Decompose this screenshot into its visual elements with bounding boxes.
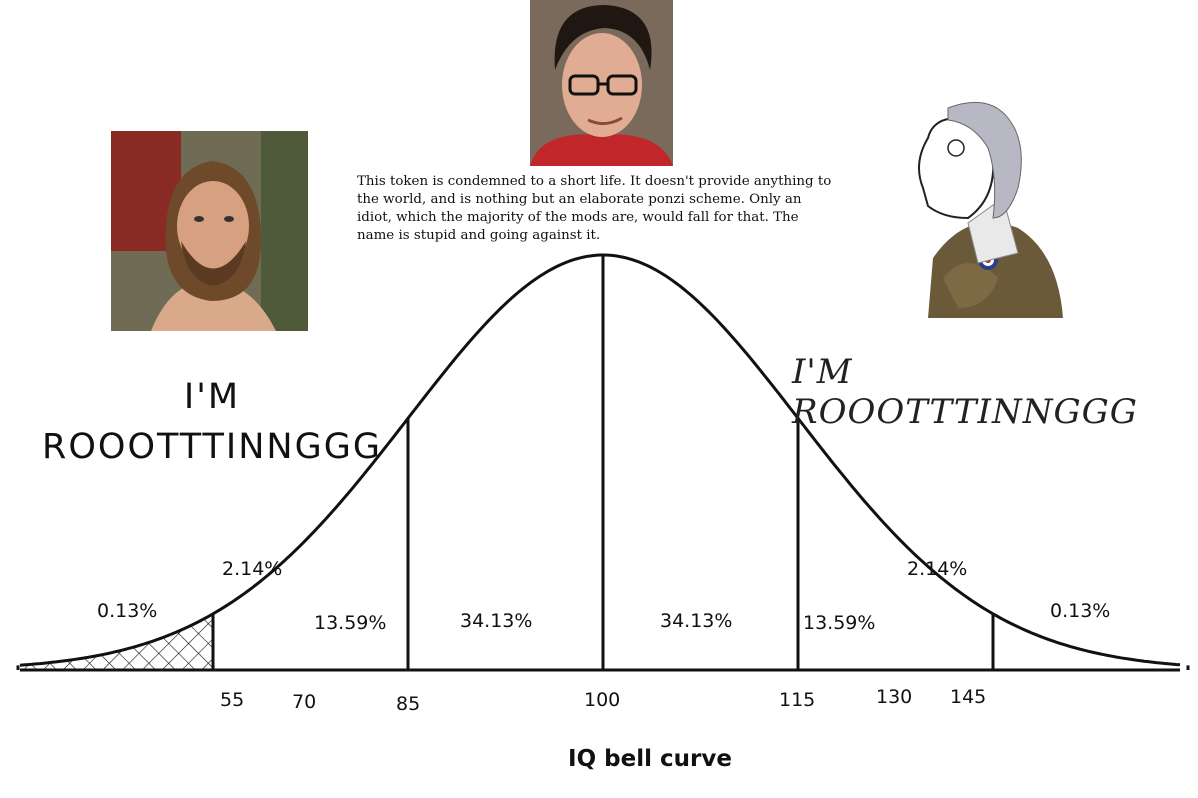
right-wojak-drawing [868,78,1118,318]
bell-curve-line [19,253,1181,667]
bearded-man-image [111,131,308,331]
region-label: 2.14% [222,558,283,580]
region-label: 13.59% [803,612,876,634]
glasses-man-image [530,0,673,166]
napoleon-wojak-image [868,78,1118,318]
rooting-left-text: I'M ROOOTTTINNGGG [22,372,402,472]
hatched-tail-region [20,614,213,670]
region-label: 13.59% [314,612,387,634]
x-tick-label: 130 [876,686,913,708]
region-label: 0.13% [1050,600,1111,622]
left-person-photo [111,131,308,331]
x-tick-label: 55 [220,689,245,711]
rooting-left-line1: I'M [183,377,241,417]
center-person-photo [530,0,673,166]
region-label: 2.14% [907,558,968,580]
region-label: 0.13% [97,600,158,622]
x-tick-label: 145 [950,686,987,708]
x-tick-label: 70 [292,691,317,713]
x-tick-label: 100 [584,689,621,711]
token-caption: This token is condemned to a short life.… [357,174,832,243]
hatched-tail-area [20,614,213,670]
region-label: 34.13% [660,610,733,632]
x-tick-label: 85 [396,693,421,715]
rooting-right-text: I'M ROOOTTTINNGGG [792,352,1138,432]
chart-title: IQ bell curve [568,746,732,772]
x-tick-label: 115 [779,689,816,711]
rooting-left-line2: ROOOTTTINNGGG [42,427,382,467]
region-label: 34.13% [460,610,533,632]
sd-divider-lines [16,255,1190,670]
